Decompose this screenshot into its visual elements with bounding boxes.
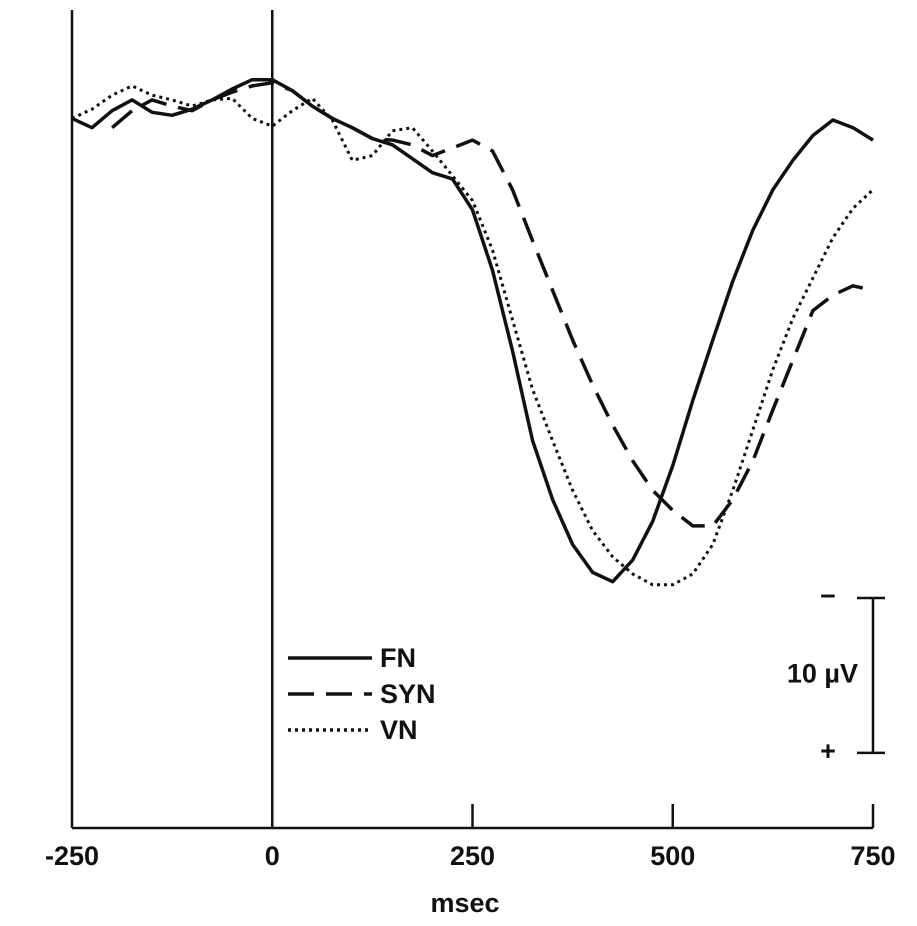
line-fn — [71, 77, 874, 584]
x-tick-label: 750 — [850, 841, 895, 871]
line-syn — [110, 81, 874, 528]
x-tick-label: 500 — [650, 841, 695, 871]
legend-label: VN — [380, 715, 418, 745]
x-axis-label: msec — [430, 888, 499, 918]
line-vn — [71, 84, 875, 587]
x-tick-label: -250 — [45, 841, 99, 871]
x-tick-label: 0 — [265, 841, 280, 871]
legend-label: FN — [380, 643, 416, 673]
scale-label: 10 µV — [787, 659, 858, 689]
scale-sign: − — [820, 581, 836, 611]
legend-label: SYN — [380, 679, 436, 709]
scale-sign: + — [820, 736, 836, 766]
x-tick-label: 250 — [450, 841, 495, 871]
